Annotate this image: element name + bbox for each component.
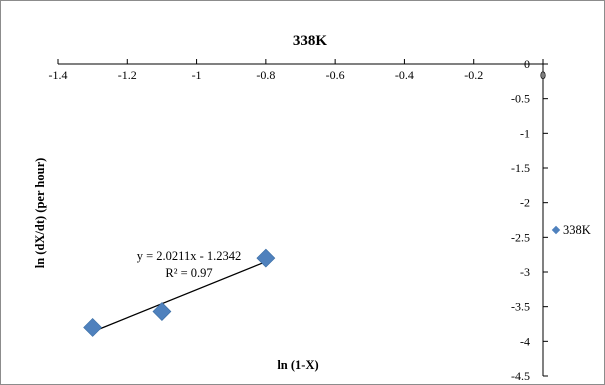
- data-point: [152, 302, 172, 321]
- trendline: [92, 261, 267, 333]
- axes: [58, 63, 544, 376]
- y-ticks: 0 -0.5 -1 -1.5 -2 -2.5 -3 -3.5 -4 -4.5: [511, 57, 548, 383]
- y-tick-label: -4: [520, 334, 530, 348]
- x-tick-label: -0.4: [395, 68, 414, 82]
- y-tick-label: -1: [520, 126, 530, 140]
- x-tick-label: -1: [192, 68, 202, 82]
- x-tick-label: -0.8: [256, 68, 275, 82]
- trendline-equation: y = 2.0211x - 1.2342: [137, 249, 242, 263]
- data-point: [256, 248, 276, 268]
- y-tick-label: -2: [520, 196, 530, 210]
- x-tick-label: 0: [540, 68, 546, 82]
- legend: 338K: [551, 223, 591, 237]
- legend-label: 338K: [563, 223, 591, 237]
- x-ticks: -1.4 -1.2 -1 -0.8 -0.6 -0.4 -0.2 0: [49, 59, 546, 82]
- x-axis-title: ln (1-X): [277, 358, 318, 372]
- y-tick-label: 0: [524, 57, 530, 71]
- trendline-r2: R² = 0.97: [165, 266, 212, 280]
- y-tick-label: -1.5: [511, 161, 530, 175]
- data-points: [83, 248, 276, 337]
- x-tick-label: -1.4: [49, 68, 68, 82]
- data-point: [83, 318, 103, 337]
- x-tick-label: -1.2: [118, 68, 137, 82]
- x-tick-label: -0.6: [326, 68, 345, 82]
- x-tick-label: -0.2: [464, 68, 483, 82]
- y-tick-label: -4.5: [511, 369, 530, 383]
- y-axis-title: ln (dX/dt) (per hour): [33, 158, 47, 269]
- y-tick-label: -2.5: [511, 230, 530, 244]
- y-tick-label: -0.5: [511, 92, 530, 106]
- y-tick-label: -3: [520, 265, 530, 279]
- chart-title: 338K: [293, 33, 328, 49]
- y-tick-label: -3.5: [511, 300, 530, 314]
- legend-marker: [551, 225, 561, 235]
